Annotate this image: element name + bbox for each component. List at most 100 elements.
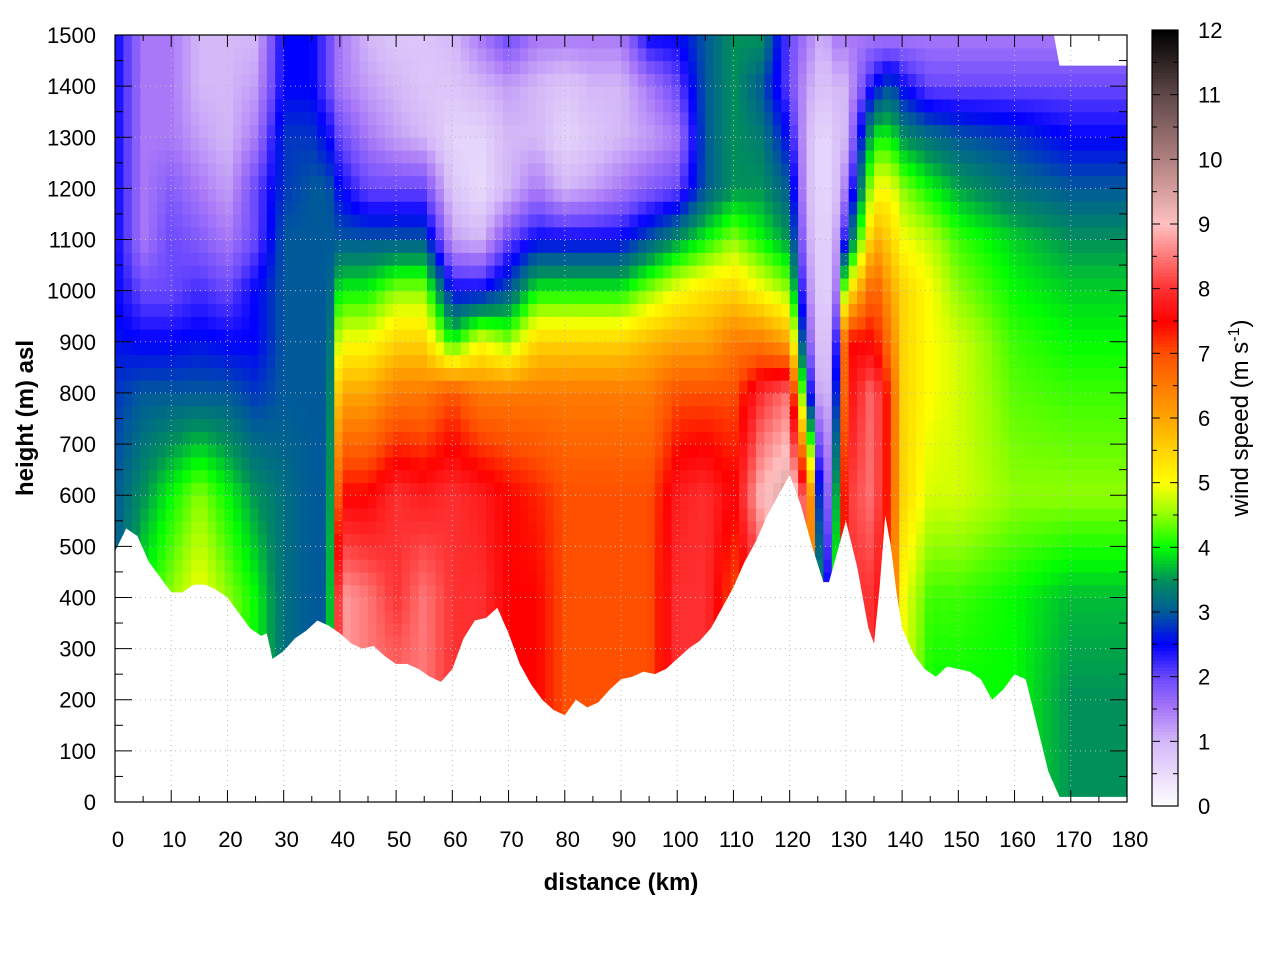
heatmap-cell xyxy=(301,789,310,802)
heatmap-cell xyxy=(233,789,242,802)
heatmap-cell xyxy=(242,406,251,419)
heatmap-cell xyxy=(554,534,563,547)
heatmap-cell xyxy=(528,482,537,495)
heatmap-cell xyxy=(798,534,807,547)
heatmap-cell xyxy=(326,316,335,329)
heatmap-cell xyxy=(672,380,681,393)
heatmap-cell xyxy=(714,291,723,304)
heatmap-cell xyxy=(570,99,579,112)
heatmap-cell xyxy=(427,240,436,253)
heatmap-cell xyxy=(317,380,326,393)
heatmap-cell xyxy=(132,291,141,304)
heatmap-cell xyxy=(166,137,175,150)
heatmap-cell xyxy=(663,214,672,227)
heatmap-cell xyxy=(655,457,664,470)
heatmap-cell xyxy=(174,419,183,432)
heatmap-cell xyxy=(393,687,402,700)
heatmap-cell xyxy=(368,482,377,495)
heatmap-cell xyxy=(781,700,790,713)
heatmap-cell xyxy=(680,61,689,74)
heatmap-cell xyxy=(115,700,124,713)
heatmap-cell xyxy=(587,713,596,726)
heatmap-cell xyxy=(368,137,377,150)
heatmap-cell xyxy=(680,444,689,457)
heatmap-cell xyxy=(284,163,293,176)
heatmap-cell xyxy=(613,559,622,572)
heatmap-cell xyxy=(629,521,638,534)
heatmap-cell xyxy=(731,546,740,559)
heatmap-cell xyxy=(672,214,681,227)
heatmap-cell xyxy=(773,623,782,636)
heatmap-cell xyxy=(402,342,411,355)
heatmap-cell xyxy=(663,367,672,380)
heatmap-cell xyxy=(385,73,394,86)
heatmap-cell xyxy=(199,137,208,150)
heatmap-cell xyxy=(292,303,301,316)
heatmap-cell xyxy=(242,700,251,713)
heatmap-cell xyxy=(233,303,242,316)
heatmap-cell xyxy=(182,764,191,777)
heatmap-cell xyxy=(132,329,141,342)
heatmap-cell xyxy=(419,585,428,598)
heatmap-cell xyxy=(807,649,816,662)
heatmap-cell xyxy=(360,751,369,764)
heatmap-cell xyxy=(191,214,200,227)
heatmap-cell xyxy=(267,99,276,112)
heatmap-cell xyxy=(596,61,605,74)
heatmap-cell xyxy=(452,380,461,393)
heatmap-cell xyxy=(233,124,242,137)
heatmap-cell xyxy=(579,124,588,137)
heatmap-cell xyxy=(562,35,571,48)
heatmap-cell xyxy=(478,559,487,572)
heatmap-cell xyxy=(528,470,537,483)
heatmap-cell xyxy=(655,572,664,585)
heatmap-cell xyxy=(495,521,504,534)
heatmap-cell xyxy=(570,636,579,649)
heatmap-cell xyxy=(191,444,200,457)
heatmap-cell xyxy=(452,240,461,253)
heatmap-cell xyxy=(351,674,360,687)
heatmap-cell xyxy=(393,329,402,342)
heatmap-cell xyxy=(604,73,613,86)
heatmap-cell xyxy=(461,150,470,163)
heatmap-cell xyxy=(731,278,740,291)
heatmap-cell xyxy=(360,457,369,470)
heatmap-cell xyxy=(427,470,436,483)
heatmap-cell xyxy=(444,700,453,713)
heatmap-cell xyxy=(166,303,175,316)
heatmap-cell xyxy=(233,252,242,265)
heatmap-cell xyxy=(469,265,478,278)
heatmap-cell xyxy=(731,751,740,764)
heatmap-cell xyxy=(604,124,613,137)
heatmap-cell xyxy=(587,380,596,393)
heatmap-cell xyxy=(258,112,267,125)
heatmap-cell xyxy=(191,252,200,265)
heatmap-cell xyxy=(613,316,622,329)
heatmap-cell xyxy=(773,61,782,74)
heatmap-cell xyxy=(748,380,757,393)
heatmap-cell xyxy=(182,495,191,508)
heatmap-cell xyxy=(579,597,588,610)
heatmap-cell xyxy=(258,316,267,329)
heatmap-cell xyxy=(351,73,360,86)
heatmap-cell xyxy=(410,457,419,470)
heatmap-cell xyxy=(360,674,369,687)
heatmap-cell xyxy=(528,546,537,559)
heatmap-cell xyxy=(478,316,487,329)
heatmap-cell xyxy=(402,623,411,636)
heatmap-cell xyxy=(410,444,419,457)
heatmap-cell xyxy=(781,73,790,86)
heatmap-cell xyxy=(393,776,402,789)
heatmap-cell xyxy=(140,150,149,163)
heatmap-cell xyxy=(317,700,326,713)
heatmap-cell xyxy=(225,112,234,125)
heatmap-cell xyxy=(225,572,234,585)
heatmap-cell xyxy=(621,124,630,137)
heatmap-cell xyxy=(621,214,630,227)
heatmap-cell xyxy=(511,661,520,674)
heatmap-cell xyxy=(216,214,225,227)
heatmap-cell xyxy=(166,457,175,470)
heatmap-cell xyxy=(495,48,504,61)
heatmap-cell xyxy=(739,176,748,189)
heatmap-cell xyxy=(419,112,428,125)
